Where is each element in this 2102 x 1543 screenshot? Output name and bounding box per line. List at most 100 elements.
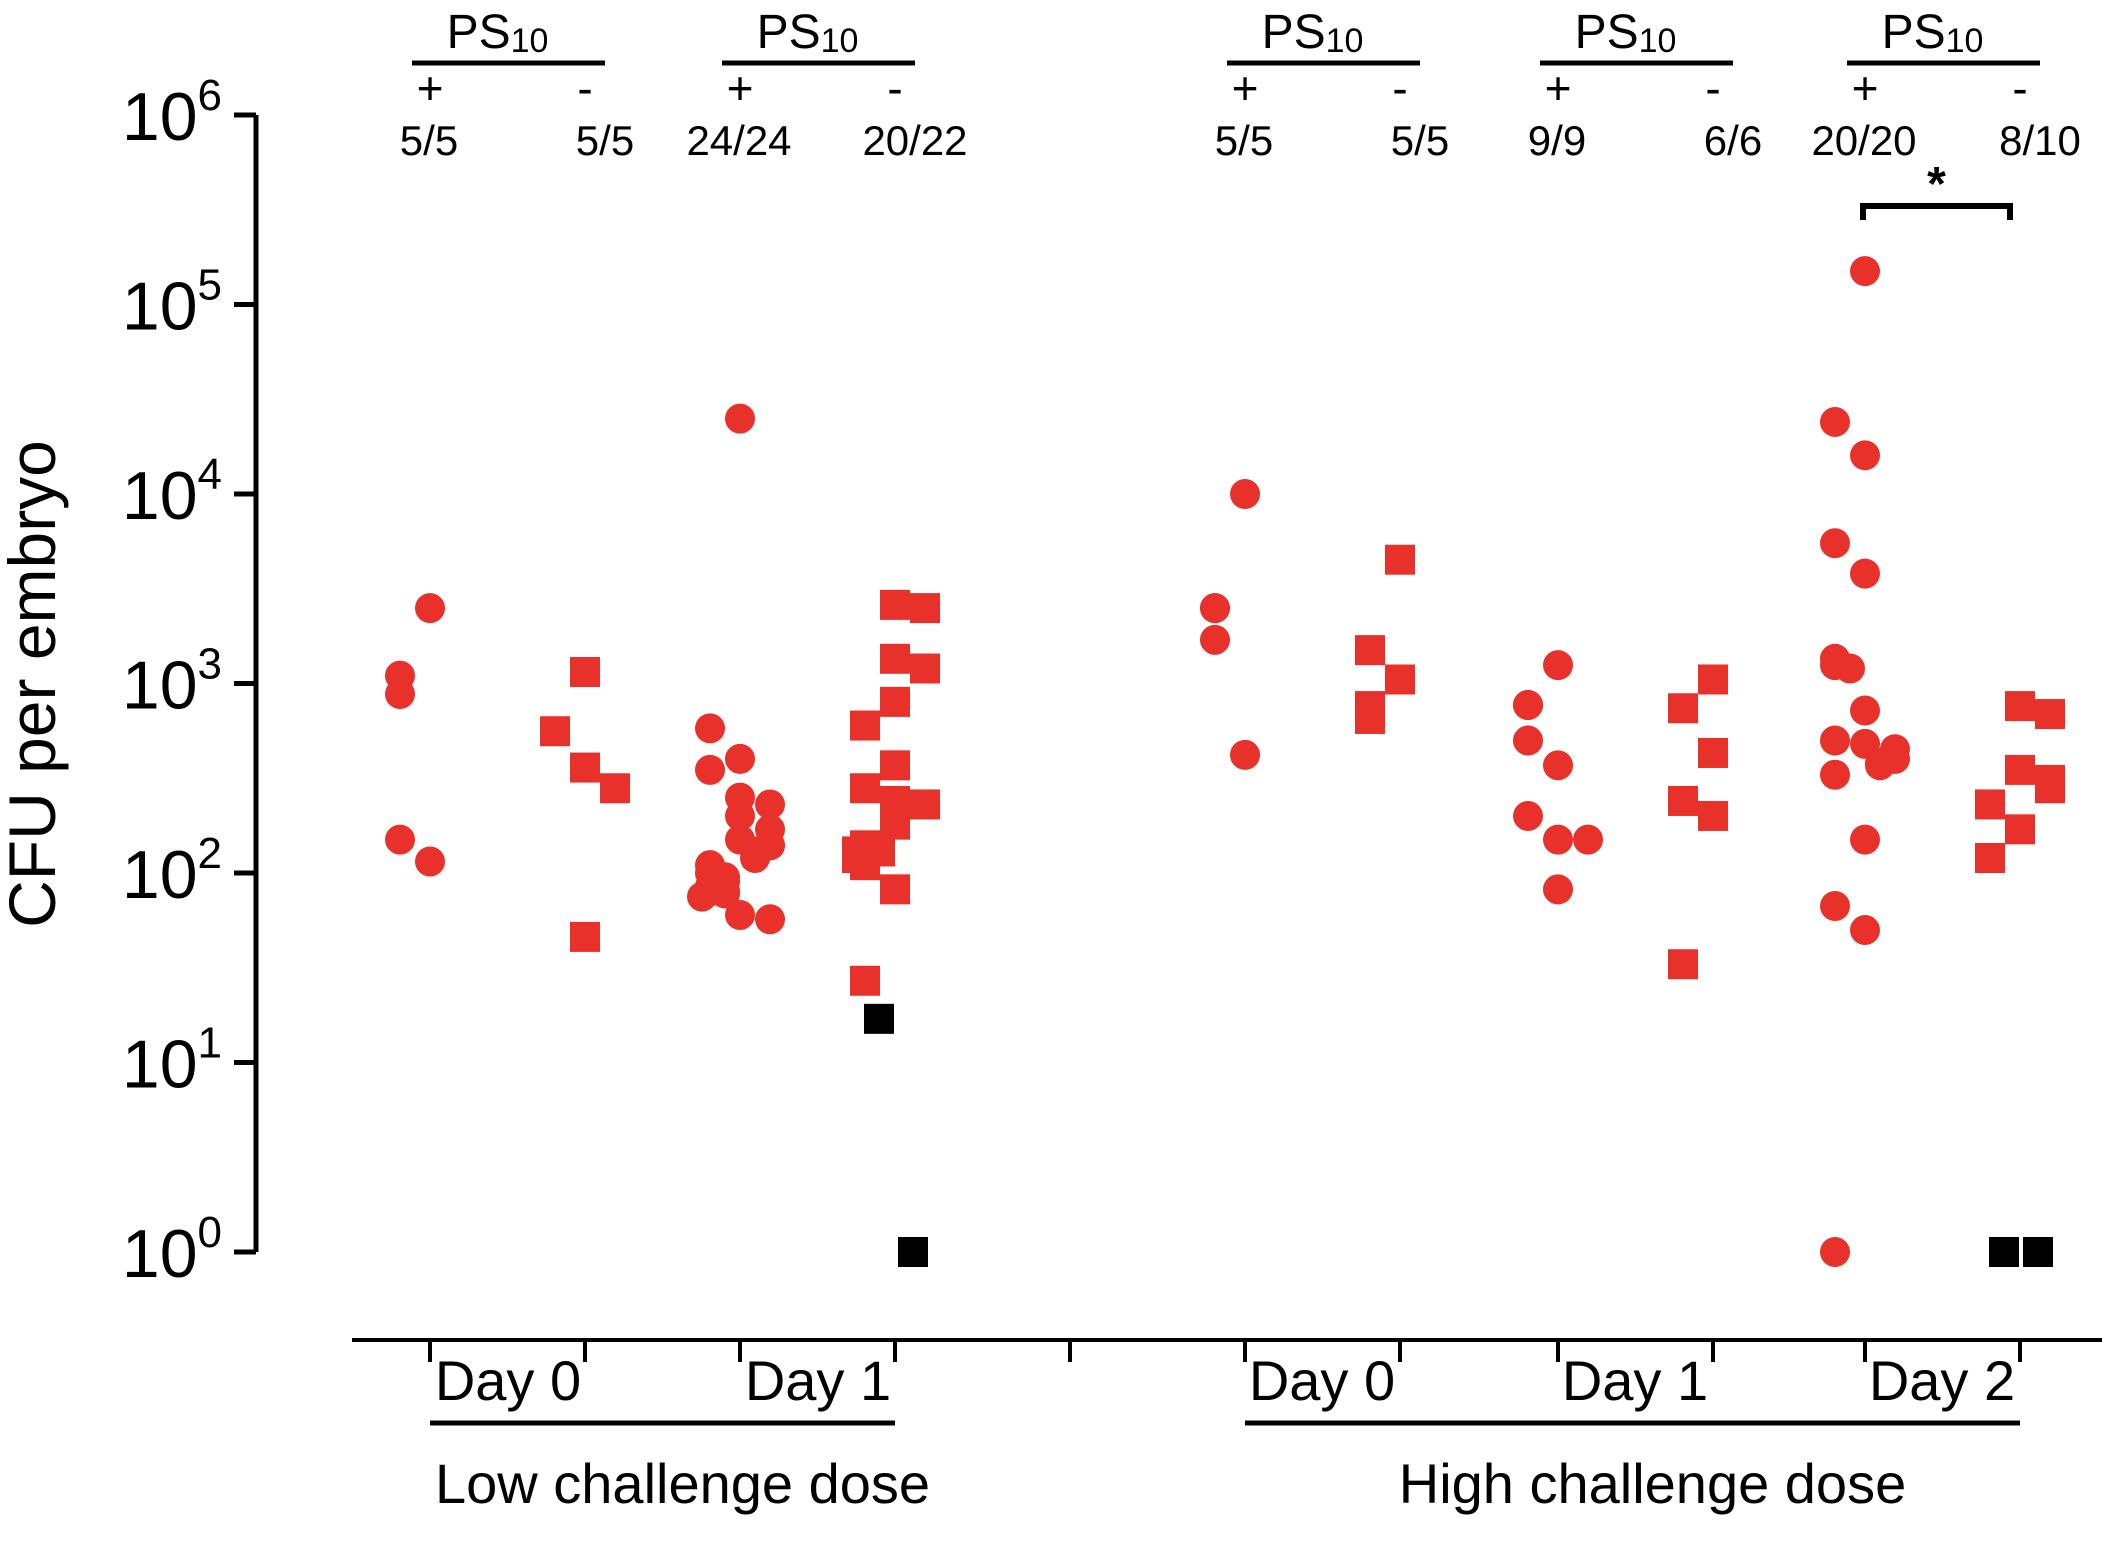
data-point xyxy=(1835,653,1865,684)
data-point xyxy=(725,743,755,774)
data-point xyxy=(600,773,630,804)
data-point-black xyxy=(2023,1237,2053,1267)
y-tick-label: 104 xyxy=(122,450,222,534)
data-point xyxy=(1698,664,1728,695)
data-point xyxy=(695,754,725,785)
ps-header: PS10 xyxy=(1882,6,1984,60)
data-point xyxy=(1543,750,1573,781)
condition-headers: PS10+5/5-5/5PS10+24/24-20/22PS10+5/5-5/5… xyxy=(400,6,2081,220)
data-point xyxy=(725,403,755,434)
data-point xyxy=(880,809,910,840)
condition-sign: - xyxy=(887,62,902,114)
data-point xyxy=(880,589,910,620)
significance-bracket-line xyxy=(1860,203,2013,220)
data-point xyxy=(2005,754,2035,785)
data-point xyxy=(2035,699,2065,730)
data-point xyxy=(2005,691,2035,722)
data-point xyxy=(1820,406,1850,437)
data-point xyxy=(1820,528,1850,559)
data-point xyxy=(1200,593,1230,624)
data-point xyxy=(2035,773,2065,804)
data-point xyxy=(687,881,717,912)
day-label: Day 1 xyxy=(745,1349,891,1412)
data-point-black xyxy=(898,1237,928,1267)
condition-ratio: 20/22 xyxy=(862,117,967,164)
condition-ratio: 8/10 xyxy=(1999,117,2081,164)
data-point xyxy=(570,656,600,687)
y-tick-label: 101 xyxy=(122,1019,222,1103)
data-point xyxy=(880,686,910,717)
ps-header: PS10 xyxy=(757,6,859,60)
data-point xyxy=(1850,824,1880,855)
data-point xyxy=(1865,750,1895,781)
data-point xyxy=(1820,1237,1850,1267)
condition-ratio: 5/5 xyxy=(1391,117,1449,164)
data-point xyxy=(1820,759,1850,790)
data-point xyxy=(740,842,770,873)
ps-header: PS10 xyxy=(1575,6,1677,60)
day-label: Day 0 xyxy=(1249,1349,1395,1412)
condition-ratio: 20/20 xyxy=(1811,117,1916,164)
data-point xyxy=(1698,737,1728,768)
data-point xyxy=(1850,695,1880,726)
data-points xyxy=(385,256,2065,1267)
day-label: Day 2 xyxy=(1869,1349,2015,1412)
data-point xyxy=(570,752,600,783)
data-point xyxy=(755,789,785,820)
condition-sign: - xyxy=(577,62,592,114)
data-point xyxy=(1513,725,1543,756)
data-point xyxy=(1230,479,1260,509)
data-point xyxy=(910,593,940,624)
data-point xyxy=(385,824,415,855)
data-point xyxy=(880,643,910,674)
data-point xyxy=(850,850,880,881)
condition-sign: + xyxy=(417,62,444,114)
data-point xyxy=(1820,890,1850,921)
data-point xyxy=(2005,814,2035,845)
data-point-black xyxy=(864,1003,894,1034)
y-tick-label: 102 xyxy=(122,829,222,913)
data-point xyxy=(850,710,880,741)
condition-sign: + xyxy=(1545,62,1572,114)
data-point xyxy=(755,904,785,935)
data-point xyxy=(725,900,755,931)
condition-ratio: 5/5 xyxy=(400,117,458,164)
condition-sign: + xyxy=(1852,62,1879,114)
data-point xyxy=(570,921,600,952)
data-point xyxy=(1513,800,1543,831)
condition-sign: - xyxy=(2012,62,2027,114)
condition-sign: + xyxy=(1232,62,1259,114)
data-point xyxy=(1573,824,1603,855)
condition-ratio: 5/5 xyxy=(576,117,634,164)
y-tick-label: 105 xyxy=(122,261,222,345)
data-point xyxy=(1668,949,1698,980)
data-point xyxy=(1543,874,1573,905)
day-label: Day 1 xyxy=(1562,1349,1708,1412)
data-point xyxy=(1543,650,1573,681)
data-point xyxy=(1975,789,2005,820)
data-point xyxy=(695,713,725,744)
condition-sign: + xyxy=(727,62,754,114)
data-point xyxy=(415,593,445,624)
data-point xyxy=(1200,624,1230,655)
condition-ratio: 9/9 xyxy=(1528,117,1586,164)
data-point xyxy=(1820,725,1850,756)
group-label: High challenge dose xyxy=(1399,1452,1906,1515)
data-point xyxy=(385,679,415,710)
condition-sign: - xyxy=(1705,62,1720,114)
data-point xyxy=(1355,703,1385,734)
data-point xyxy=(850,965,880,996)
y-axis-label: CFU per embryo xyxy=(0,440,69,928)
condition-ratio: 6/6 xyxy=(1704,117,1762,164)
data-point xyxy=(910,653,940,684)
data-point xyxy=(1850,915,1880,946)
data-point xyxy=(725,800,755,831)
data-point xyxy=(880,750,910,781)
ps-header: PS10 xyxy=(447,6,549,60)
data-point xyxy=(1668,693,1698,724)
data-point xyxy=(1698,800,1728,831)
data-point-black xyxy=(1989,1237,2019,1267)
data-point xyxy=(1850,256,1880,287)
data-point xyxy=(1850,440,1880,471)
